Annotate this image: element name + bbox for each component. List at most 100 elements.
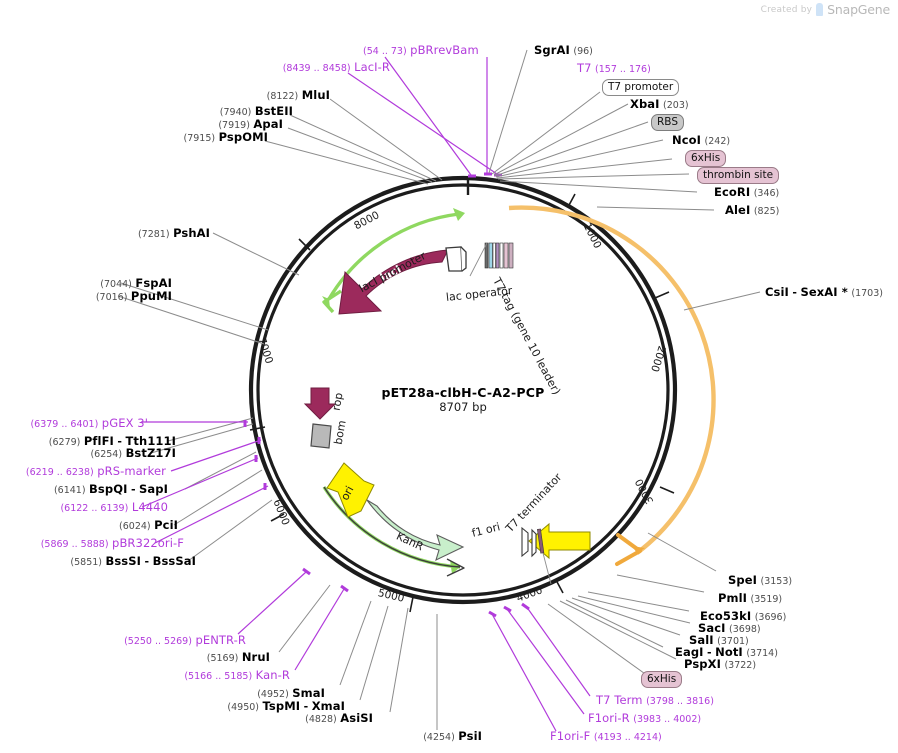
label-position: (6379 .. 6401) <box>30 419 99 430</box>
label-position: (96) <box>573 46 593 57</box>
label-position: (7940) <box>219 107 252 118</box>
label-name: SalI <box>689 633 714 647</box>
label-name: PciI <box>154 518 178 532</box>
label-name-2: Tth111I <box>125 434 176 448</box>
label-primer-pENTR-R: (5250 .. 5269) pENTR-R <box>0 634 246 648</box>
label-position: (4254) <box>423 732 455 743</box>
label-enzyme-EcoRI: EcoRI (346) <box>714 186 779 200</box>
label-name: AsiSI <box>340 711 373 725</box>
label-position: (7016) <box>95 292 128 303</box>
label-separator: - <box>130 483 136 496</box>
label-position: (3698) <box>729 624 761 635</box>
label-name: EagI <box>675 645 704 659</box>
label-enzyme-SmaI: (4952) SmaI <box>0 687 325 701</box>
ori-arrow <box>326 462 375 518</box>
snapgene-watermark: Created by SnapGene <box>760 2 891 17</box>
label-enzyme-SpeI: SpeI (3153) <box>728 574 792 588</box>
kanr-arrow-tip-dark <box>446 558 465 577</box>
label-enzyme-AleI: AleI (825) <box>725 204 779 218</box>
label-name: T7 <box>577 61 592 75</box>
laci-arc-cap <box>453 208 465 221</box>
label-position: (3153) <box>760 576 793 587</box>
label-position: (3722) <box>724 660 757 671</box>
label-position: (346) <box>753 188 780 199</box>
label-name: NcoI <box>672 133 702 147</box>
label-enzyme-Eco53kI: Eco53kI (3696) <box>700 610 786 624</box>
plasmid-name: pET28a-clbH-C-A2-PCP <box>381 385 545 400</box>
label-primer-pBRrevBam: (54 .. 73) pBRrevBam <box>363 44 479 58</box>
insert-arc <box>508 205 716 555</box>
label-position: (3798 .. 3816) <box>646 696 714 707</box>
label-name: BstZ17I <box>125 446 176 460</box>
label-position: (3701) <box>717 636 749 647</box>
label-name: NruI <box>241 650 270 664</box>
label-enzyme-SacI: SacI (3698) <box>698 622 761 636</box>
label-name: AleI <box>725 203 751 217</box>
bom-feature <box>310 423 332 449</box>
label-name-2: SexAI * <box>800 285 848 299</box>
primer-tick-marks-bottom-right <box>488 602 530 618</box>
chip-thrombin-site: thrombin site <box>697 167 780 184</box>
label-position: (242) <box>704 136 731 147</box>
label-name: SgrAI <box>534 43 570 57</box>
label-primer-Kan-R: (5166 .. 5185) Kan-R <box>0 669 290 683</box>
label-position: (5166 .. 5185) <box>184 671 253 682</box>
label-enzyme-PmlI: PmlI (3519) <box>718 592 782 606</box>
label-enzyme-PspXI: PspXI (3722) <box>684 658 756 672</box>
label-position: (7919) <box>218 120 250 131</box>
label-name: BspQI <box>89 482 128 496</box>
label-name: Eco53kI <box>700 609 752 623</box>
label-name: EcoRI <box>714 185 751 199</box>
label-enzyme-FspAI: (7044) FspAI <box>0 277 172 291</box>
label-primer-F1ori-F: F1ori-F (4193 .. 4214) <box>550 730 662 744</box>
kanr-outline-arc-dark <box>323 486 461 568</box>
label-position: (4828) <box>305 714 337 725</box>
label-name: PsiI <box>458 729 482 743</box>
label-enzyme-PshAI: (7281) PshAI <box>0 227 210 241</box>
label-enzyme-TspMI-XmaI: (4950) TspMI - XmaI <box>0 700 345 714</box>
label-name: pRS-marker <box>97 464 166 478</box>
label-primer-pRS-marker: (6219 .. 6238) pRS-marker <box>0 465 166 479</box>
label-position: (203) <box>663 100 689 111</box>
label-enzyme-BssSI-BssSaI: (5851) BssSI - BssSaI <box>0 555 196 569</box>
label-primer-pGEX-3prime: (6379 .. 6401) pGEX 3' <box>0 417 148 431</box>
label-enzyme-NruI: (5169) NruI <box>0 651 270 665</box>
label-position: (4952) <box>257 689 289 700</box>
label-enzyme-BspQI-SapI: (6141) BspQI - SapI <box>0 483 168 497</box>
label-position: (6122 .. 6139) <box>60 503 129 514</box>
label-enzyme-PflFI-Tth111I: (6279) PflFI - Tth111I <box>0 435 176 449</box>
label-name: FspAI <box>135 276 172 290</box>
label-primer-pBR322ori-F: (5869 .. 5888) pBR322ori-F <box>0 537 184 551</box>
label-enzyme-CsiI-SexAI: CsiI - SexAI * (1703) <box>765 286 883 300</box>
label-enzyme-SgrAI: SgrAI (96) <box>534 44 593 58</box>
label-position: (3983 .. 4002) <box>633 714 702 725</box>
label-name-2: SapI <box>139 482 168 496</box>
t7-terminator-feature <box>521 526 545 558</box>
chip-6xhis-bottom: 6xHis <box>641 671 683 688</box>
chip-6xhis-top: 6xHis <box>685 150 727 167</box>
label-position: (8439 .. 8458) <box>282 63 351 74</box>
label-name-2: XmaI <box>311 699 345 713</box>
label-enzyme-PpuMI: (7016) PpuMI <box>0 290 172 304</box>
insert-arrow-tip <box>615 533 642 566</box>
label-enzyme-NcoI: NcoI (242) <box>672 134 730 148</box>
label-position: (54 .. 73) <box>363 46 407 57</box>
label-name: PpuMI <box>130 289 172 303</box>
leader-lines-bottom-right <box>547 532 717 677</box>
label-enzyme-AsiSI: (4828) AsiSI <box>0 712 373 726</box>
label-primer-T7-Term: T7 Term (3798 .. 3816) <box>596 694 714 708</box>
label-name: LacI-R <box>354 60 390 74</box>
leader-lines-primers-left <box>141 421 269 544</box>
snapgene-logo-icon <box>816 3 824 16</box>
label-separator: - <box>144 555 150 568</box>
label-primer-L4440: (6122 .. 6139) L4440 <box>0 501 168 515</box>
label-enzyme-BstZ17I: (6254) BstZ17I <box>0 447 176 461</box>
label-name: pGEX 3' <box>101 416 148 430</box>
label-primer-LacI-R: (8439 .. 8458) LacI-R <box>0 61 390 75</box>
watermark-created-text: Created by <box>760 4 813 15</box>
chip-rbs: RBS <box>651 114 684 131</box>
label-name-2: NotI <box>715 645 743 659</box>
f1-ori-arrow <box>528 522 591 560</box>
label-name: BssSI <box>105 554 142 568</box>
